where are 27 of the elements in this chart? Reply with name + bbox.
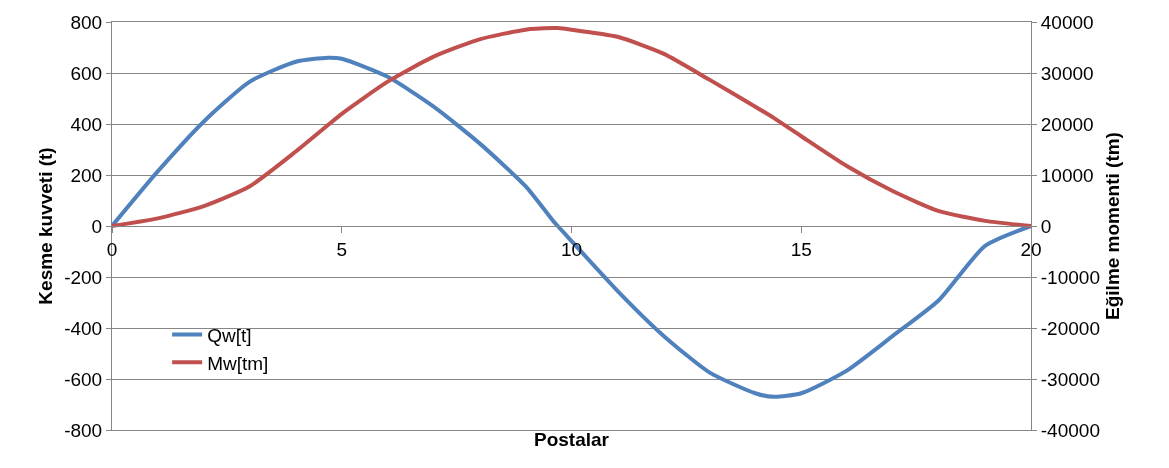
y2-tick-label: 20000 <box>1040 113 1094 135</box>
y-tick-label: 800 <box>70 11 103 33</box>
y2-tick-label: 10000 <box>1040 164 1094 186</box>
y-tick-label: -800 <box>64 419 103 441</box>
x-tick-label: 15 <box>790 238 812 260</box>
y2-tick-label: -20000 <box>1040 317 1100 339</box>
y2-tick-label: 30000 <box>1040 62 1094 84</box>
y2-tick-label: -40000 <box>1040 419 1100 441</box>
x-axis-title: Postalar <box>534 428 610 450</box>
y2-axis-title: Eğilme momenti (tm) <box>1101 132 1123 320</box>
y-tick-label: -400 <box>64 317 103 339</box>
y2-tick-label: 0 <box>1040 215 1052 237</box>
y-tick-label: 400 <box>70 113 103 135</box>
x-tick-label: 0 <box>106 238 118 260</box>
y2-tick-label: 40000 <box>1040 11 1094 33</box>
legend-label: Mw[tm] <box>207 352 269 374</box>
y-tick-label: 200 <box>70 164 103 186</box>
y-tick-label: 600 <box>70 62 103 84</box>
y-tick-label: 0 <box>91 215 103 237</box>
y-tick-label: -200 <box>64 266 103 288</box>
legend-label: Qw[t] <box>207 325 252 347</box>
x-tick-label: 5 <box>336 238 348 260</box>
y2-tick-label: -10000 <box>1040 266 1100 288</box>
y2-tick-label: -30000 <box>1040 368 1100 390</box>
x-tick-label: 20 <box>1020 238 1042 260</box>
y-axis-title: Kesme kuvveti (t) <box>35 147 57 305</box>
y-tick-label: -600 <box>64 368 103 390</box>
